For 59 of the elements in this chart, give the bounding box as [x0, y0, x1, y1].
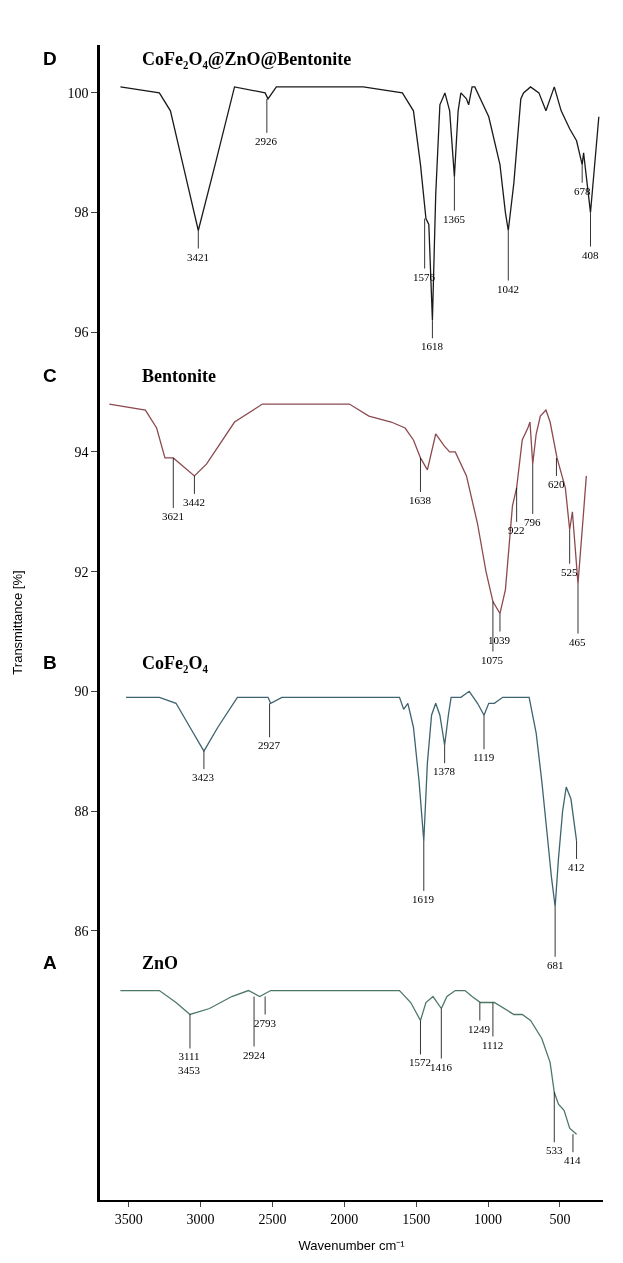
y-tick-label: 92: [74, 564, 89, 580]
series-label: Bentonite: [142, 366, 217, 386]
text: C: [43, 365, 57, 386]
annotation: 1572: [409, 1056, 431, 1068]
annotation: 1618: [421, 340, 444, 352]
annotation: 3423: [192, 771, 215, 783]
x-tick-label: 1500: [402, 1211, 431, 1227]
annotation: 620: [548, 478, 565, 490]
line-series: [119, 989, 578, 1135]
text: B: [43, 652, 57, 673]
annotation: 525: [561, 566, 578, 578]
annotation: 1075: [481, 654, 504, 666]
text: D: [43, 48, 57, 69]
annotation: 412: [568, 861, 585, 873]
annotation: 796: [524, 516, 541, 528]
x-tick-label: 3000: [186, 1211, 215, 1227]
y-tick-label: 86: [74, 923, 89, 939]
annotation: 1042: [497, 283, 519, 295]
x-tick-label: 2000: [330, 1211, 359, 1227]
y-tick-label: 96: [74, 325, 89, 341]
annotation: 3111 3453: [178, 1050, 201, 1077]
series-label: CoFe₂O₄: [142, 653, 209, 673]
line-series: [119, 86, 600, 321]
line-series: [108, 403, 587, 615]
annotation: 465: [569, 636, 586, 648]
annotation: 681: [547, 959, 564, 971]
annotation: 3442: [183, 496, 205, 508]
x-tick-label: 3500: [114, 1211, 143, 1227]
annotation: 3621: [162, 510, 184, 522]
annotation: 2793: [254, 1017, 277, 1029]
annotation: 1365: [443, 213, 466, 225]
x-tick-label: 2500: [258, 1211, 287, 1227]
annotation: 2926: [255, 135, 278, 147]
annotation: 1619: [412, 893, 435, 905]
annotation: 3421: [187, 251, 209, 263]
annotation: 1039: [488, 634, 511, 646]
annotation: 2924: [243, 1049, 266, 1061]
x-axis-title: Wavenumber cm⁻¹: [298, 1237, 406, 1253]
x-tick-label: 1000: [474, 1211, 503, 1227]
text: A: [43, 952, 57, 973]
x-tick-label: 500: [549, 1211, 571, 1227]
y-axis-title: Transmittance [%]: [10, 570, 26, 675]
annotation: 1119: [473, 751, 495, 763]
y-tick-label: 88: [74, 803, 89, 819]
annotation: 1416: [430, 1061, 453, 1073]
annotation: 408: [582, 249, 599, 261]
series-label: ZnO: [142, 953, 179, 973]
annotation: 1249: [468, 1023, 491, 1035]
annotation: 1378: [433, 765, 456, 777]
annotation: 2927: [258, 739, 281, 751]
y-tick-label: 98: [74, 205, 89, 221]
series-label: CoFe₂O₄@ZnO@Bentonite: [142, 49, 352, 69]
y-tick-label: 90: [74, 684, 89, 700]
annotation: 414: [564, 1154, 581, 1166]
y-tick-label: 94: [74, 444, 89, 460]
annotation: 1638: [409, 494, 432, 506]
annotation: 533: [546, 1144, 563, 1156]
y-tick-label: 100: [67, 85, 89, 101]
annotation: 1112: [482, 1039, 504, 1051]
